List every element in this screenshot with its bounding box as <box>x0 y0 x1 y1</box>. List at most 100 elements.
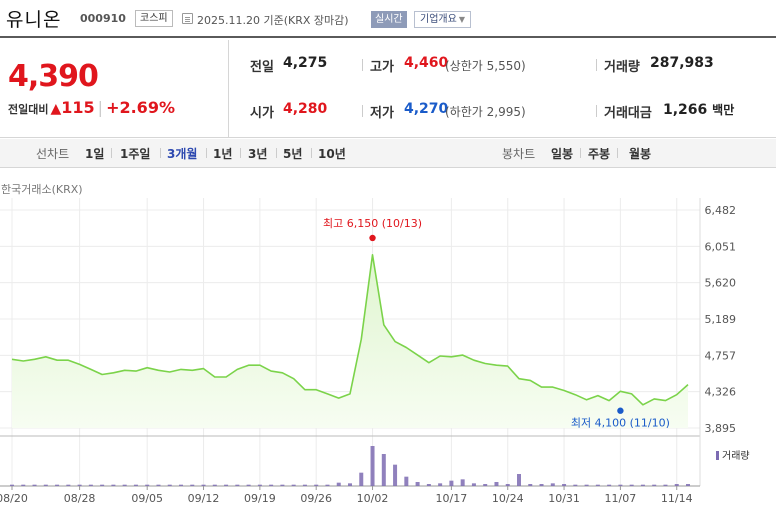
x-tick-label: 11/14 <box>661 492 693 505</box>
x-tick-label: 09/26 <box>300 492 332 505</box>
tab-10y[interactable]: 10년 <box>318 147 346 161</box>
high-annotation: 최고 6,150 (10/13) <box>323 217 422 230</box>
volume-bar <box>460 479 465 486</box>
prev-close-value: 4,275 <box>283 55 328 71</box>
divider <box>596 59 597 71</box>
calendar-icon <box>182 13 193 24</box>
open-value: 4,280 <box>283 101 328 117</box>
volume-bar <box>122 484 127 486</box>
volume-bar <box>10 484 14 486</box>
tab-3m[interactable]: 3개월 <box>167 147 198 161</box>
change-percent: +2.69% <box>106 98 175 117</box>
volume-legend: 거래량 <box>716 447 750 462</box>
volume-bar <box>539 484 544 486</box>
divider <box>362 59 363 71</box>
volume-bar <box>629 484 634 486</box>
volume-bar <box>348 483 352 486</box>
line-chart-label: 선차트 <box>36 147 70 161</box>
x-tick-label: 10/02 <box>357 492 389 505</box>
low-value: 4,270 <box>404 101 449 117</box>
high-value: 4,460 <box>404 55 449 71</box>
y-tick-label: 6,051 <box>705 240 737 253</box>
volume-bar <box>111 484 116 486</box>
company-overview-button[interactable]: 기업개요 ▼ <box>414 11 471 28</box>
volume-bar <box>370 446 375 486</box>
volume-bar <box>325 484 330 486</box>
volume-bar <box>449 480 454 486</box>
chart-period-tabs: 선차트 1일 1주일 3개월 1년 3년 5년 10년 봉차트 일봉 주봉 월봉 <box>0 139 776 168</box>
quote-panel: 4,390 전일대비 ▲115 | +2.69% 전일 4,275 고가 4,460 … <box>0 40 776 138</box>
x-tick-label: 09/12 <box>188 492 220 505</box>
divider <box>362 105 363 117</box>
tab-divider <box>160 148 161 158</box>
tab-3y[interactable]: 3년 <box>248 147 268 161</box>
current-price: 4,390 <box>8 59 99 94</box>
volume-bar <box>663 484 668 486</box>
tab-1y[interactable]: 1년 <box>213 147 233 161</box>
low-marker <box>617 407 624 414</box>
tab-divider <box>276 148 277 158</box>
volume-bar <box>145 484 150 486</box>
y-tick-label: 5,189 <box>705 313 737 326</box>
volume-bar <box>607 484 612 486</box>
y-tick-label: 4,757 <box>705 349 737 362</box>
tab-divider <box>580 148 581 158</box>
volume-bar <box>336 482 341 486</box>
tab-divider <box>311 148 312 158</box>
volume-bar <box>88 484 93 486</box>
volume-bar <box>224 484 229 486</box>
volume-bar <box>235 484 240 486</box>
volume-bar <box>55 484 60 486</box>
quote-date: 2025.11.20 기준(KRX 장마감) <box>197 14 349 27</box>
price-area <box>12 254 688 428</box>
volume-label: 거래량 <box>604 60 640 75</box>
volume-value: 287,983 <box>650 55 714 71</box>
tab-daily[interactable]: 일봉 <box>551 147 574 161</box>
tab-1w[interactable]: 1주일 <box>120 147 151 161</box>
divider <box>596 105 597 117</box>
volume-bar <box>415 482 420 486</box>
x-tick-label: 10/31 <box>548 492 580 505</box>
price-chart[interactable]: 6,482 6,051 5,620 5,189 4,757 4,326 3,895 최고 6,… <box>0 168 776 514</box>
tab-divider <box>206 148 207 158</box>
tab-1d[interactable]: 1일 <box>85 147 105 161</box>
volume-legend-label: 거래량 <box>722 451 750 462</box>
lower-limit: (하한가 2,995) <box>445 105 526 119</box>
volume-bar <box>674 484 679 486</box>
current-price-box: 4,390 전일대비 ▲115 | +2.69% <box>0 40 229 138</box>
change-value: 115 <box>61 98 95 117</box>
x-tick-label: 08/28 <box>64 492 96 505</box>
tab-weekly[interactable]: 주봉 <box>588 147 611 161</box>
volume-bar <box>517 474 521 486</box>
volume-bar <box>302 484 307 486</box>
volume-bar <box>562 484 567 486</box>
realtime-button[interactable]: 실시간 <box>371 11 407 28</box>
x-tick-label: 11/07 <box>605 492 637 505</box>
y-tick-label: 6,482 <box>705 204 737 217</box>
company-overview-label: 기업개요 <box>420 14 457 25</box>
volume-bar <box>190 484 195 486</box>
change-divider: | <box>97 98 104 117</box>
volume-bar <box>179 484 183 486</box>
volume-bar <box>595 484 600 486</box>
stock-code: 000910 <box>80 12 126 25</box>
up-arrow-icon: ▲ <box>50 101 62 117</box>
tab-5y[interactable]: 5년 <box>283 147 303 161</box>
volume-bar <box>66 484 71 486</box>
volume-bar <box>167 484 172 486</box>
volume-bar <box>280 484 285 486</box>
high-label: 고가 <box>370 60 394 75</box>
volume-bar <box>201 484 206 486</box>
change-label: 전일대비 <box>8 103 49 116</box>
prev-close-label: 전일 <box>250 60 274 75</box>
tab-monthly[interactable]: 월봉 <box>629 147 652 161</box>
chevron-down-icon: ▼ <box>458 15 465 24</box>
x-tick-label: 09/19 <box>244 492 276 505</box>
amount-unit: 백만 <box>712 103 735 117</box>
volume-bar <box>21 484 26 486</box>
volume-bar <box>686 484 690 486</box>
volume-bar <box>133 484 138 486</box>
volume-bar <box>483 484 488 486</box>
volume-swatch <box>716 451 719 460</box>
exchange-label: 한국거래소(KRX) <box>1 183 83 196</box>
